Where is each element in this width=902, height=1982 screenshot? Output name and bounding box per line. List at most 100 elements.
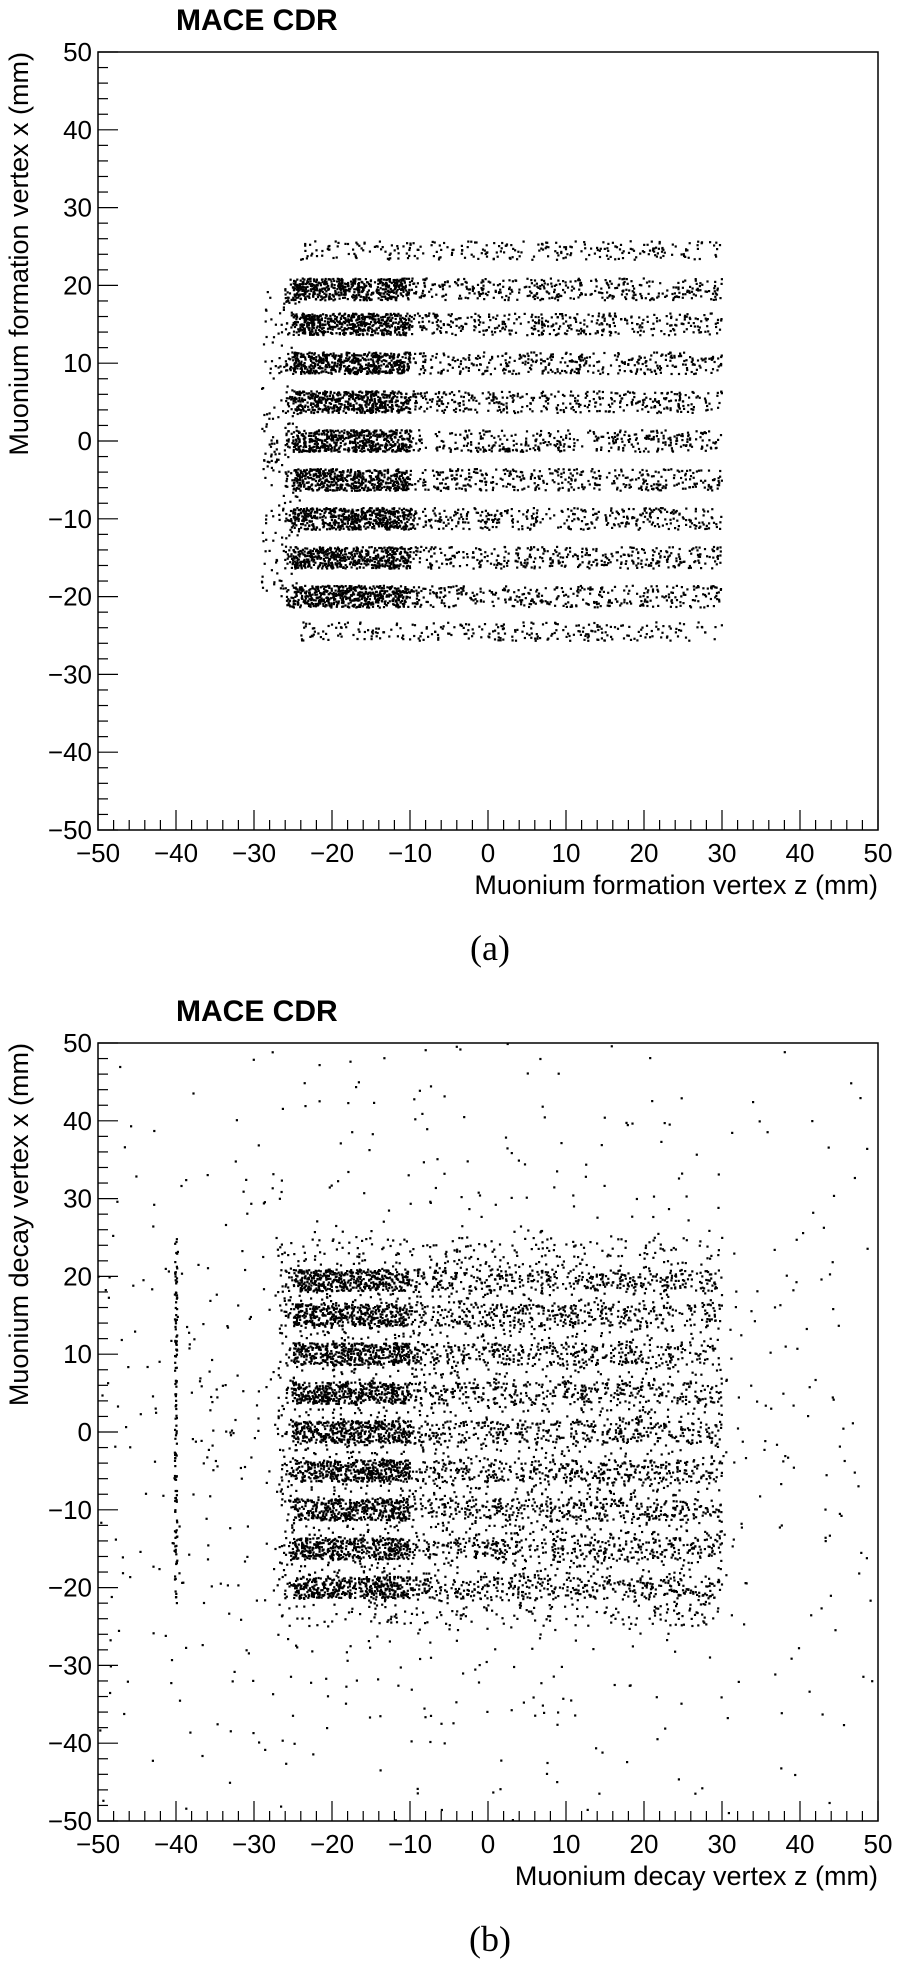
data-point — [541, 323, 544, 326]
data-point — [707, 483, 710, 487]
data-point — [592, 398, 595, 401]
data-point — [643, 356, 646, 359]
data-point — [547, 402, 550, 405]
data-point — [301, 397, 304, 400]
data-point — [472, 399, 475, 402]
data-point — [391, 433, 394, 436]
data-point — [524, 442, 527, 445]
data-point — [658, 403, 662, 407]
data-point — [351, 446, 354, 449]
data-point — [374, 354, 378, 357]
data-point — [482, 333, 485, 336]
data-point — [307, 295, 311, 298]
data-point — [611, 294, 614, 298]
data-point — [350, 319, 353, 322]
data-point — [302, 355, 305, 358]
data-point — [525, 449, 528, 452]
data-point — [348, 395, 351, 398]
data-point — [392, 444, 395, 448]
data-point — [318, 319, 321, 322]
data-point — [520, 443, 523, 446]
data-point — [335, 438, 338, 442]
data-point — [360, 447, 364, 450]
data-point — [311, 406, 314, 409]
data-point — [692, 471, 695, 475]
data-point — [313, 280, 316, 283]
data-point — [297, 360, 300, 363]
data-point — [314, 285, 317, 288]
data-point — [292, 282, 295, 285]
data-point — [351, 332, 354, 335]
data-point — [295, 288, 298, 291]
data-point — [321, 298, 324, 301]
data-point — [611, 297, 614, 300]
data-point — [316, 317, 319, 320]
data-point — [454, 410, 457, 413]
data-point — [596, 330, 599, 333]
data-point — [694, 372, 697, 375]
data-point — [528, 285, 531, 289]
data-point — [298, 431, 301, 434]
data-point — [308, 318, 311, 321]
data-point — [310, 440, 313, 443]
data-point — [350, 489, 353, 492]
data-point — [288, 446, 291, 449]
data-point — [319, 284, 322, 287]
data-point — [308, 450, 311, 453]
data-point — [372, 406, 375, 409]
data-point — [609, 331, 612, 334]
data-point — [313, 450, 316, 453]
data-point — [507, 482, 510, 485]
data-point — [292, 286, 295, 289]
data-point — [366, 316, 370, 319]
data-point — [597, 291, 601, 294]
data-point — [394, 436, 397, 439]
data-point — [388, 430, 391, 433]
data-point — [333, 298, 337, 301]
data-point — [689, 443, 692, 446]
data-point — [452, 409, 456, 412]
data-point — [482, 429, 485, 432]
data-point — [410, 320, 413, 323]
data-point — [667, 334, 671, 337]
data-point — [329, 444, 332, 447]
data-point — [696, 287, 699, 290]
data-point — [316, 293, 319, 296]
data-point — [362, 449, 366, 453]
data-point — [387, 332, 391, 335]
data-point — [300, 366, 303, 369]
data-point — [344, 406, 347, 409]
data-point — [534, 360, 537, 364]
data-point — [631, 327, 634, 331]
data-point — [386, 436, 389, 439]
data-point — [699, 282, 702, 285]
data-point — [408, 437, 411, 440]
data-point — [363, 285, 366, 288]
data-point — [305, 366, 308, 369]
data-point — [384, 295, 387, 299]
data-point — [684, 487, 687, 490]
data-point — [570, 289, 573, 292]
data-point — [333, 361, 337, 364]
data-point — [377, 326, 380, 329]
data-point — [385, 370, 388, 373]
data-point — [447, 487, 450, 491]
data-point — [651, 280, 654, 283]
data-point — [319, 482, 323, 485]
data-point — [703, 358, 706, 361]
data-point — [358, 436, 361, 439]
data-point — [561, 393, 565, 396]
data-point — [300, 352, 303, 355]
data-point — [358, 328, 361, 331]
data-point — [340, 292, 343, 295]
data-point — [370, 393, 373, 396]
data-point — [405, 293, 408, 296]
data-point — [454, 333, 457, 337]
data-point — [408, 314, 411, 317]
data-point — [385, 360, 388, 363]
data-point — [321, 287, 324, 290]
data-point — [675, 318, 678, 321]
data-point — [657, 400, 660, 403]
data-point — [380, 360, 383, 363]
data-point — [684, 394, 687, 397]
